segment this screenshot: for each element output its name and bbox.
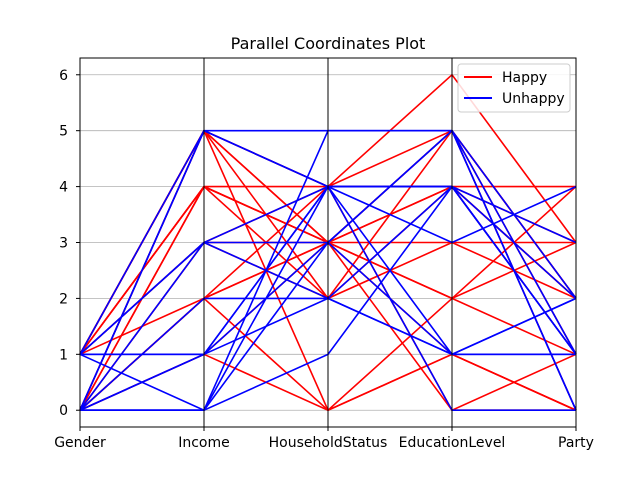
legend-label-unhappy: Unhappy (502, 91, 565, 107)
x-axis-label: Gender (54, 435, 106, 451)
x-axis-label: Income (178, 435, 230, 451)
gridlines: 0 1 2 3 4 5 6 (59, 68, 576, 419)
x-axis-label: HouseholdStatus (269, 435, 388, 451)
y-tick-label: 2 (59, 291, 68, 307)
y-tick-label: 6 (59, 68, 68, 84)
legend: Happy Unhappy (457, 63, 571, 113)
legend-label-happy: Happy (502, 70, 547, 86)
y-tick-label: 4 (59, 180, 68, 196)
y-tick-label: 1 (59, 347, 68, 363)
x-axis-label: Party (558, 435, 594, 451)
y-tick-label: 5 (59, 124, 68, 140)
y-tick-label: 0 (59, 403, 68, 419)
y-tick-label: 3 (59, 236, 68, 252)
axes: Gender Income HouseholdStatus EducationLeve… (54, 57, 594, 451)
chart-title: Parallel Coordinates Plot (231, 34, 426, 53)
x-axis-label: EducationLevel (399, 435, 506, 451)
